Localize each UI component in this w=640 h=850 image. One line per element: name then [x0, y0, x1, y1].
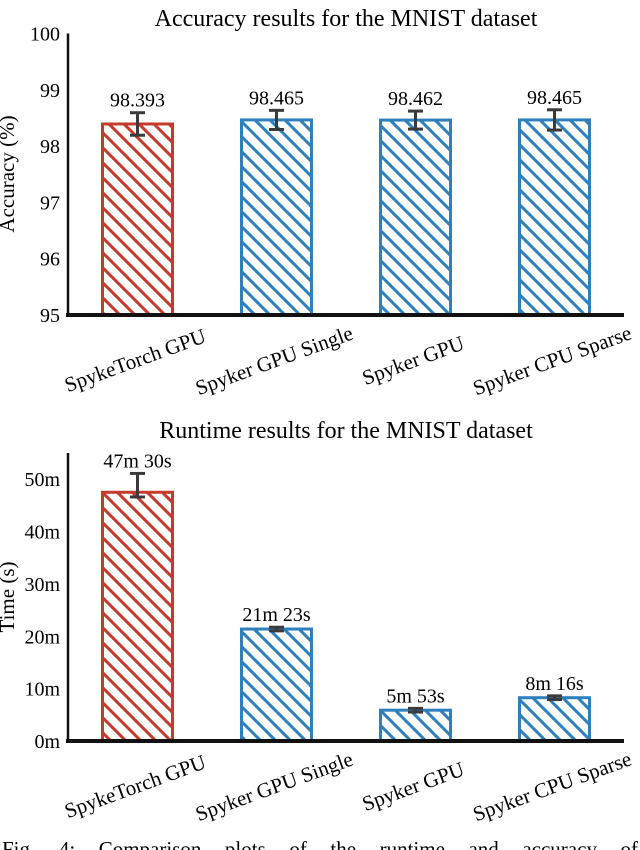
y-tick-label: 50m	[24, 469, 60, 491]
y-tick-label: 40m	[24, 522, 60, 544]
bar	[101, 122, 174, 317]
error-bar	[408, 706, 423, 714]
x-tick-label: Spyker GPU Single	[192, 747, 356, 826]
bar	[240, 118, 313, 317]
bar	[379, 118, 452, 317]
chart-title: Runtime results for the MNIST dataset	[159, 418, 533, 444]
runtime-chart: Runtime results for the MNIST dataset Tim…	[0, 418, 635, 826]
y-tick-label: 30m	[24, 574, 60, 596]
bar-value-label: 21m 23s	[242, 604, 311, 626]
x-tick-label: Spyker CPU Sparse	[470, 747, 635, 827]
bar-value-label: 98.393	[110, 90, 165, 112]
x-tick-label: SpykeTorch GPU	[61, 324, 209, 397]
bar-value-label: 8m 16s	[525, 673, 584, 695]
error-bar	[547, 108, 562, 132]
bar	[240, 627, 313, 743]
bar	[379, 708, 452, 743]
y-tick-label: 100	[30, 24, 60, 46]
error-bar	[408, 109, 423, 131]
x-tick-label: Spyker GPU	[359, 331, 468, 390]
error-bar	[547, 694, 562, 702]
y-axis-label: Accuracy (%)	[0, 115, 19, 232]
bar	[101, 490, 174, 743]
bar-value-label: 98.465	[249, 87, 304, 109]
y-tick-label: 99	[40, 80, 60, 102]
bar-value-label: 47m 30s	[103, 450, 172, 472]
y-tick-label: 10m	[24, 679, 60, 701]
accuracy-chart: Accuracy results for the MNIST dataset Ac…	[0, 6, 635, 400]
bar	[518, 696, 591, 743]
error-bar	[130, 471, 145, 499]
x-tick-label: SpykeTorch GPU	[61, 750, 209, 823]
bar-value-label: 98.465	[527, 87, 582, 109]
error-bar	[269, 108, 284, 131]
x-tick-label: Spyker CPU Sparse	[470, 321, 635, 401]
bar	[518, 118, 591, 317]
y-axis-label: Time (s)	[0, 562, 19, 633]
x-tick-label: Spyker GPU	[359, 757, 468, 816]
bar-value-label: 98.462	[388, 88, 443, 110]
error-bar	[269, 625, 284, 633]
figure-caption: Fig. 4: Comparison plots of the runtime …	[2, 837, 638, 850]
y-tick-label: 98	[40, 136, 60, 158]
y-tick-label: 20m	[24, 626, 60, 648]
error-bar	[130, 111, 145, 137]
y-tick-label: 97	[40, 192, 60, 214]
y-tick-label: 96	[40, 249, 60, 271]
y-tick-label: 0m	[34, 731, 60, 753]
chart-title: Accuracy results for the MNIST dataset	[155, 6, 538, 32]
y-tick-label: 95	[40, 305, 60, 327]
bar-value-label: 5m 53s	[386, 685, 445, 707]
x-tick-label: Spyker GPU Single	[192, 321, 356, 400]
